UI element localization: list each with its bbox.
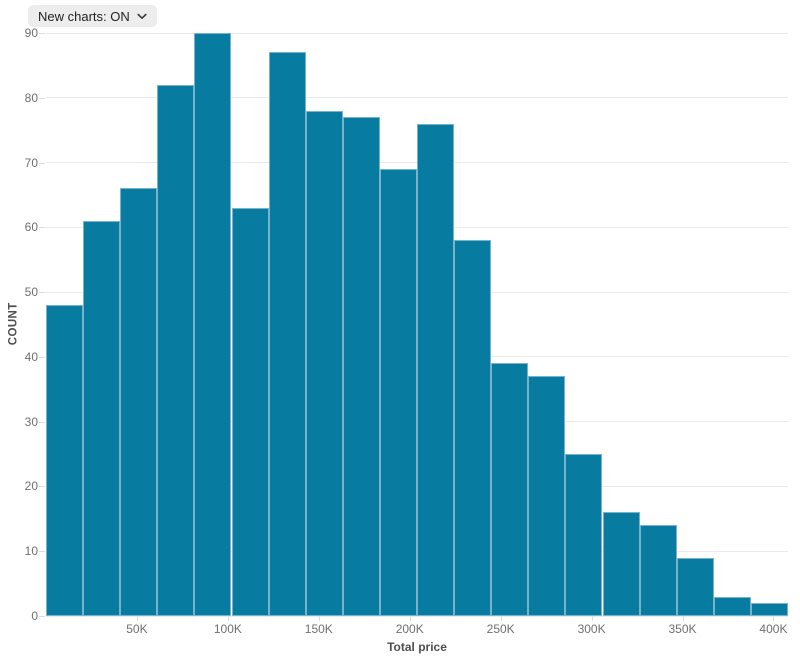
x-axis-title: Total price [387, 640, 447, 654]
y-tick-label: 20 [24, 479, 38, 494]
x-tick-label: 100K [213, 622, 242, 636]
y-tick-mark [39, 97, 45, 99]
x-tick-mark [500, 616, 502, 621]
y-tick-mark [39, 227, 45, 229]
gridline [46, 615, 788, 617]
y-tick-mark [39, 551, 45, 553]
histogram-bar[interactable] [417, 123, 455, 616]
y-tick-label: 80 [24, 90, 38, 105]
y-tick-label: 70 [24, 155, 38, 170]
x-tick-mark [591, 616, 593, 621]
histogram-bar[interactable] [268, 52, 306, 616]
histogram-bar[interactable] [305, 110, 343, 616]
x-tick-label: 200K [395, 622, 424, 636]
y-tick-label: 90 [24, 26, 38, 40]
y-tick-label: 50 [24, 285, 38, 300]
y-tick-mark [39, 33, 45, 34]
histogram-bar[interactable] [602, 512, 640, 616]
histogram-bar[interactable] [454, 240, 492, 616]
x-tick-label: 50K [126, 622, 148, 636]
y-tick-mark [39, 292, 45, 294]
y-tick-mark [39, 162, 45, 164]
x-tick-label: 400K [759, 622, 788, 636]
histogram-bar[interactable] [565, 454, 603, 616]
y-tick-mark [39, 421, 45, 423]
y-tick-mark [39, 616, 45, 617]
plot-area [46, 32, 788, 617]
histogram-bar[interactable] [157, 84, 195, 616]
histogram-bar[interactable] [676, 557, 714, 616]
x-tick-mark [682, 616, 684, 621]
gridline [46, 32, 788, 34]
x-tick-mark [227, 616, 229, 621]
new-charts-dropdown-label: New charts: ON [38, 8, 130, 24]
x-tick-label: 350K [668, 622, 697, 636]
x-tick-label: 250K [486, 622, 515, 636]
histogram-bar[interactable] [750, 603, 788, 616]
y-tick-label: 40 [24, 349, 38, 364]
histogram-bar[interactable] [491, 363, 529, 616]
y-tick-mark [39, 486, 45, 488]
histogram-bar[interactable] [342, 117, 380, 616]
histogram-bar[interactable] [231, 207, 269, 616]
y-tick-label: 10 [24, 544, 38, 559]
histogram-bar[interactable] [120, 188, 158, 616]
y-tick-mark [39, 356, 45, 358]
x-tick-label: 300K [577, 622, 606, 636]
y-tick-label: 0 [31, 609, 38, 623]
histogram-bar[interactable] [639, 525, 677, 616]
histogram-bar[interactable] [46, 305, 84, 616]
x-tick-mark [318, 616, 320, 621]
histogram-bar[interactable] [528, 376, 566, 616]
chevron-down-icon [137, 12, 147, 20]
gridline [46, 97, 788, 99]
histogram-bar[interactable] [713, 596, 751, 616]
histogram-bar[interactable] [379, 169, 417, 616]
x-tick-mark [773, 616, 775, 621]
new-charts-dropdown[interactable]: New charts: ON [28, 5, 157, 27]
x-tick-mark [409, 616, 411, 621]
histogram-bar[interactable] [194, 33, 232, 616]
y-tick-label: 60 [24, 220, 38, 235]
y-tick-label: 30 [24, 414, 38, 429]
x-tick-mark [136, 616, 138, 621]
histogram-bar[interactable] [83, 220, 121, 616]
x-tick-label: 150K [304, 622, 333, 636]
